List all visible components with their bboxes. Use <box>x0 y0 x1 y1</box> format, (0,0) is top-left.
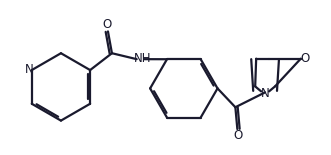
Text: N: N <box>25 63 34 76</box>
Text: N: N <box>261 87 269 100</box>
Text: O: O <box>234 129 243 142</box>
Text: NH: NH <box>133 52 151 65</box>
Text: O: O <box>102 18 112 31</box>
Text: O: O <box>300 52 309 65</box>
